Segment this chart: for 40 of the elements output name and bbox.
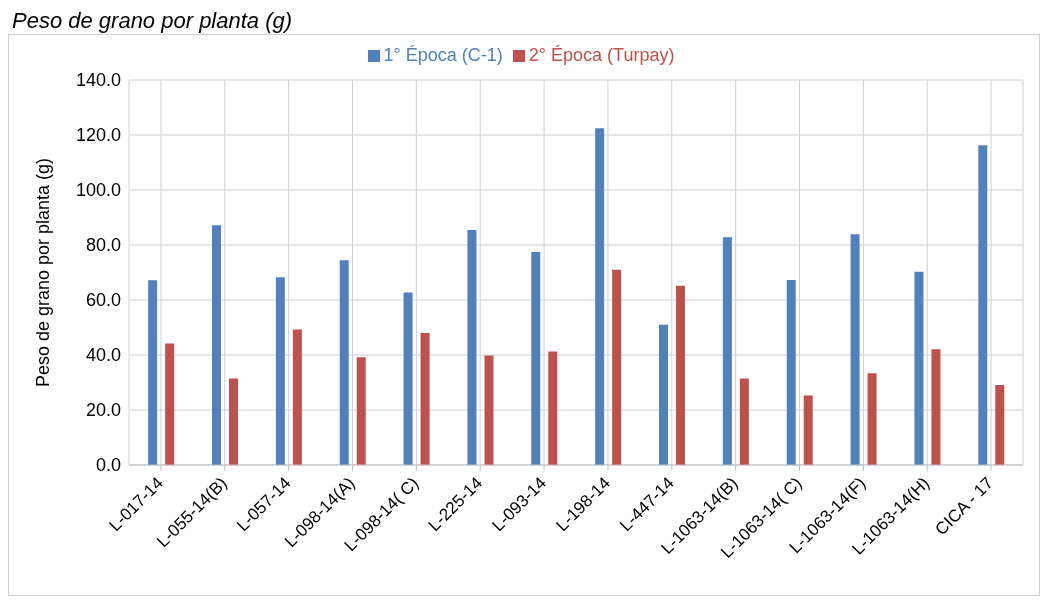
bar: [275, 277, 285, 465]
bar: [292, 329, 302, 465]
bar: [403, 292, 413, 465]
y-tick-label: 40.0: [85, 345, 121, 366]
bar: [356, 357, 366, 465]
y-tick-label: 140.0: [75, 70, 121, 91]
legend-label: 1° Época (C-1): [383, 45, 503, 65]
bar: [531, 251, 541, 465]
bar: [722, 237, 732, 465]
bar: [339, 260, 349, 465]
bar: [978, 145, 988, 465]
bar: [676, 285, 686, 465]
bar: [148, 280, 158, 465]
bar: [931, 349, 941, 465]
bar: [867, 373, 877, 465]
bar: [850, 234, 860, 465]
legend-label: 2° Época (Turpay): [528, 45, 675, 65]
y-tick-label: 20.0: [85, 400, 121, 421]
bar: [786, 279, 796, 465]
bar: [739, 378, 749, 465]
y-tick-label: 0.0: [95, 455, 121, 476]
bar: [212, 225, 222, 465]
bar: [484, 355, 494, 465]
bar: [467, 229, 477, 465]
bar: [803, 395, 813, 465]
bar: [595, 128, 605, 465]
chart-title: Peso de grano por planta (g): [11, 8, 294, 34]
y-tick-label: 120.0: [75, 125, 121, 146]
bar: [659, 324, 669, 465]
y-tick-label: 60.0: [85, 290, 121, 311]
bar: [548, 351, 558, 465]
y-tick-label: 100.0: [75, 180, 121, 201]
y-tick-label: 80.0: [85, 235, 121, 256]
bar: [612, 269, 622, 465]
bar: [229, 378, 239, 465]
bar: [914, 271, 924, 465]
bar: [995, 384, 1005, 465]
bar: [165, 343, 175, 465]
bar: [420, 333, 430, 465]
y-axis-title: Peso de grano por planta (g): [33, 157, 54, 388]
